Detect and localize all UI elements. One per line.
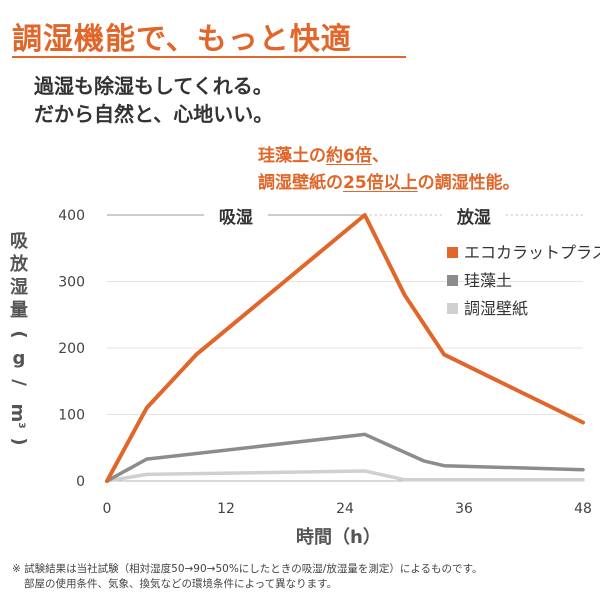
legend-swatch	[447, 275, 458, 286]
claim-line-2-prefix: 調湿壁紙の	[258, 173, 343, 193]
series-line-1	[105, 213, 585, 483]
legend-label: 調湿壁紙	[464, 299, 528, 318]
y-axis-unit-g: g	[12, 348, 26, 369]
y-tick-label: 0	[76, 474, 85, 490]
claim-line-1-prefix: 珪藻土の	[258, 146, 326, 166]
x-tick-label: 12	[217, 501, 235, 517]
series-line-3	[105, 469, 585, 483]
claim-line-2: 調湿壁紙の25倍以上の調湿性能。	[258, 170, 520, 197]
y-tick-label: 100	[58, 408, 85, 424]
x-tick-label: 48	[574, 501, 592, 517]
y-tick-label: 200	[58, 341, 85, 357]
y-axis-label-char: 放	[10, 254, 28, 275]
claim-line-1-suffix: 、	[371, 146, 389, 166]
series-line-2	[105, 432, 585, 483]
performance-claim: 珪藻土の約6倍、 調湿壁紙の25倍以上の調湿性能。	[258, 143, 520, 197]
claim-line-1: 珪藻土の約6倍、	[258, 143, 520, 170]
legend-label: 珪藻土	[464, 271, 512, 290]
y-axis-label: 吸 放 湿 量 ( g / m3 )	[2, 230, 36, 454]
legend-swatch	[447, 303, 458, 314]
phase-label-absorb: 吸湿	[219, 208, 253, 228]
claim-line-2-suffix: の調湿性能。	[417, 173, 520, 193]
x-tick-label: 0	[103, 501, 112, 517]
footnote-line-1: ※ 試験結果は当社試験（相対湿度50→90→50%にしたときの吸湿/放湿量を測定…	[12, 563, 483, 575]
legend-swatch	[447, 247, 458, 258]
subcopy-line-1: 過湿も除湿もしてくれる。	[34, 74, 273, 98]
y-axis-label-char: 量	[10, 300, 28, 321]
y-tick-label: 300	[58, 275, 85, 291]
y-axis-label-char: 湿	[10, 277, 28, 298]
subcopy-line-2: だから自然と、心地いい。	[34, 102, 274, 126]
x-axis-label: 時間（h）	[296, 527, 381, 548]
y-tick-label: 400	[58, 208, 85, 224]
claim-highlight-6x: 約6倍	[326, 146, 372, 166]
headline: 調湿機能で、もっと快適	[12, 22, 352, 57]
legend-label: エコカラットプラス	[464, 243, 600, 262]
x-tick-label: 36	[455, 501, 473, 517]
subcopy: 過湿も除湿もしてくれる。 だから自然と、心地いい。	[34, 72, 273, 128]
footnote: ※ 試験結果は当社試験（相対湿度50→90→50%にしたときの吸湿/放湿量を測定…	[12, 562, 482, 592]
claim-highlight-25x: 25倍以上	[343, 173, 418, 193]
y-axis-label-char: 吸	[10, 231, 28, 252]
footnote-line-2: 部屋の使用条件、気象、換気などの環境条件によって異なります。	[24, 578, 338, 590]
phase-label-release: 放湿	[456, 207, 491, 228]
x-tick-label: 24	[336, 501, 354, 517]
headline-underline	[12, 56, 406, 58]
